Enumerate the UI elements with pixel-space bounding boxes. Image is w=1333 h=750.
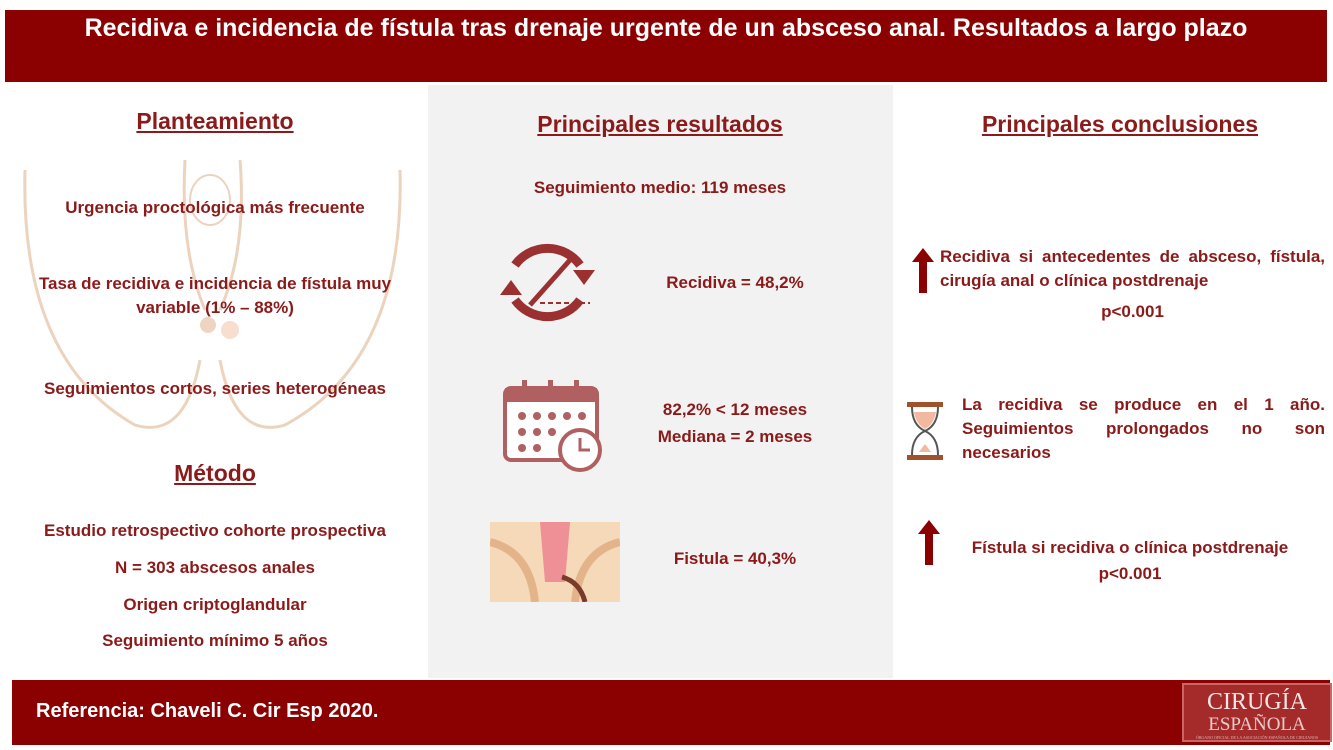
metodo-item: Estudio retrospectivo cohorte prospectiv… (44, 521, 386, 540)
metodo-item: Seguimiento mínimo 5 años (102, 631, 328, 650)
metodo-item: N = 303 abscesos anales (115, 558, 315, 577)
conclusion-recidiva: Recidiva si antecedentes de absceso, fís… (940, 247, 1325, 290)
planteamiento-item: Seguimientos cortos, series heterogéneas (43, 379, 386, 398)
planteamiento-heading: Planteamiento (136, 108, 294, 134)
resultados-heading: Principales resultados (537, 111, 783, 137)
tiempo-result: 82,2% < 12 meses (662, 400, 808, 419)
fistula-result: Fistula = 40,3% (673, 549, 797, 568)
fistula-anatomy-icon (490, 522, 620, 602)
arrow-up-icon (918, 520, 940, 565)
conclusion-fistula-p: p<0.001 (1098, 564, 1162, 583)
conclusion-recidiva-p: p<0.001 (1101, 302, 1164, 321)
journal-logo: CIRUGÍA ESPAÑOLA ÓRGANO OFICIAL DE LA AS… (1182, 683, 1332, 742)
conclusiones-heading: Principales conclusiones (981, 111, 1259, 137)
metodo-heading: Método (174, 460, 256, 486)
anatomy-illustration (23, 160, 402, 429)
calendar-clock-icon (503, 380, 602, 472)
arrow-up-icon (912, 248, 934, 293)
conclusion-tiempo: La recidiva se produce en el 1 año. Segu… (962, 395, 1325, 462)
hourglass-icon (907, 402, 943, 460)
logo-line: ESPAÑOLA (1208, 714, 1306, 735)
metodo-item: Origen criptoglandular (123, 595, 307, 614)
seguimiento-medio: Seguimiento medio: 119 meses (533, 178, 787, 197)
reference: Referencia: Chaveli C. Cir Esp 2020. (36, 700, 379, 722)
footer-bar: Referencia: Chaveli C. Cir Esp 2020. CIR… (12, 680, 1332, 745)
recurrence-cycle-icon (500, 243, 595, 322)
logo-subtitle: ÓRGANO OFICIAL DE LA ASOCIACIÓN ESPAÑOLA… (1195, 735, 1319, 740)
recidiva-result: Recidiva = 48,2% (666, 273, 804, 292)
page-title: Recidiva e incidencia de fístula tras dr… (5, 10, 1327, 82)
planteamiento-item: Urgencia proctológica más frecuente (65, 198, 365, 217)
mediana-result: Mediana = 2 meses (657, 427, 813, 446)
planteamiento-item: Tasa de recidiva e incidencia de fístula… (38, 274, 392, 317)
conclusion-fistula: Fístula si recidiva o clínica postdrenaj… (971, 538, 1289, 557)
logo-line: CIRUGÍA (1207, 689, 1307, 715)
